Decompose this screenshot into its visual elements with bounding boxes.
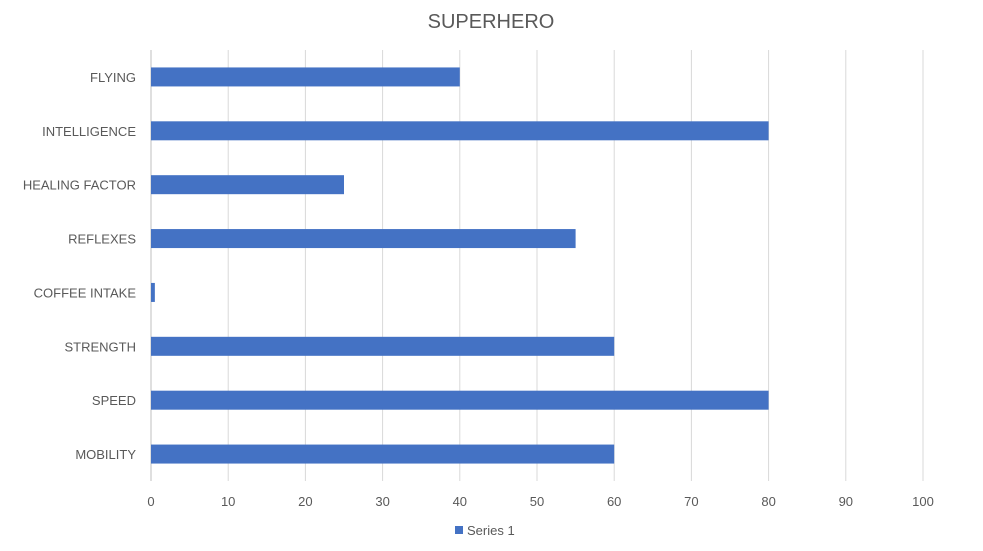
x-tick-labels: 0 10 20 30 40 50 60 70 80 90 100 — [147, 494, 933, 509]
x-tick-label: 100 — [912, 494, 934, 509]
bar-strength — [151, 336, 615, 356]
bar-intelligence — [151, 121, 769, 141]
bar-healing-factor — [151, 175, 344, 195]
category-label: INTELLIGENCE — [42, 124, 136, 139]
bar-reflexes — [151, 229, 576, 249]
legend: Series 1 — [455, 523, 515, 538]
category-label: COFFEE INTAKE — [34, 285, 137, 300]
x-tick-label: 90 — [839, 494, 853, 509]
category-label: HEALING FACTOR — [23, 178, 136, 193]
x-tick-label: 60 — [607, 494, 621, 509]
category-label: STRENGTH — [65, 339, 137, 354]
x-tick-label: 0 — [147, 494, 154, 509]
x-tick-label: 50 — [530, 494, 544, 509]
x-tick-label: 40 — [453, 494, 467, 509]
bars — [151, 67, 769, 464]
bar-flying — [151, 67, 460, 87]
legend-swatch-series-1 — [455, 526, 463, 534]
category-labels: FLYING INTELLIGENCE HEALING FACTOR REFLEXES… — [23, 70, 137, 462]
gridlines — [150, 50, 924, 481]
category-label: REFLEXES — [68, 232, 136, 247]
category-label: MOBILITY — [75, 447, 136, 462]
bar-speed — [151, 390, 769, 410]
x-tick-label: 30 — [375, 494, 389, 509]
category-label: FLYING — [90, 70, 136, 85]
legend-label-series-1: Series 1 — [467, 523, 515, 538]
x-tick-label: 10 — [221, 494, 235, 509]
chart-title: SUPERHERO — [428, 11, 555, 33]
x-tick-label: 70 — [684, 494, 698, 509]
x-tick-label: 20 — [298, 494, 312, 509]
bar-coffee-intake — [151, 282, 155, 302]
bar-mobility — [151, 444, 615, 464]
category-label: SPEED — [92, 393, 136, 408]
x-tick-label: 80 — [761, 494, 775, 509]
